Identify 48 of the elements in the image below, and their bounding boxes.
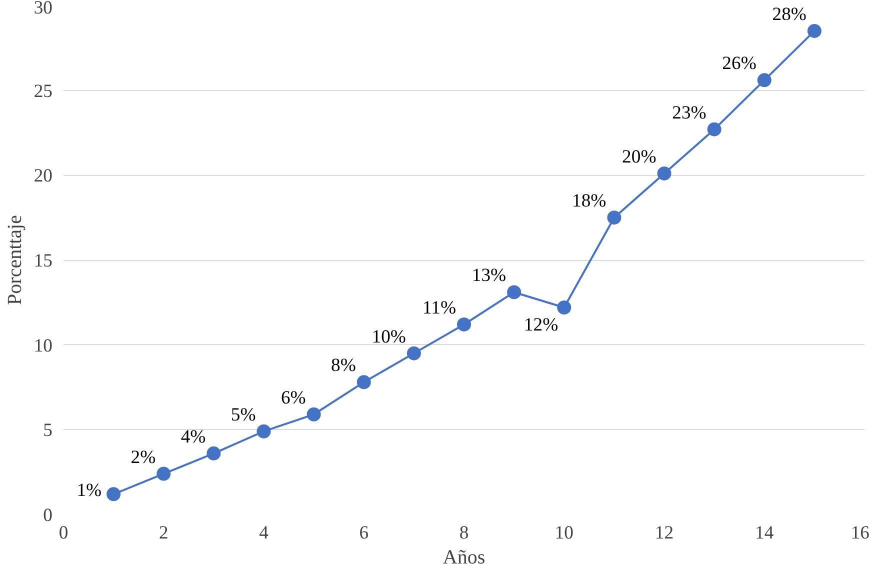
y-tick-label: 25 <box>34 80 52 102</box>
point <box>557 300 572 314</box>
x-tick-label: 10 <box>554 522 574 544</box>
point <box>406 346 421 360</box>
x-tick-label: 0 <box>58 522 68 544</box>
data-label: 2% <box>130 446 156 468</box>
data-label: 12% <box>524 314 558 336</box>
data-label: 18% <box>572 190 606 212</box>
point <box>507 285 522 300</box>
point <box>707 122 722 136</box>
data-label: 10% <box>372 326 406 348</box>
data-label: 5% <box>230 404 256 426</box>
point <box>156 466 171 481</box>
y-tick-label: 10 <box>34 335 52 356</box>
x-tick-label: 12 <box>654 522 674 544</box>
point <box>657 166 672 180</box>
point <box>757 73 772 88</box>
y-tick-label: 5 <box>43 420 52 442</box>
y-tick-label: 30 <box>34 0 52 18</box>
point <box>457 317 471 332</box>
data-label: 1% <box>76 480 102 502</box>
data-label: 8% <box>331 355 356 376</box>
y-tick-label: 20 <box>34 166 52 187</box>
point <box>306 407 321 422</box>
point <box>206 446 221 460</box>
point <box>256 424 271 438</box>
x-tick-label: 14 <box>755 522 774 544</box>
point <box>607 210 622 225</box>
data-label: 4% <box>180 426 206 448</box>
data-label: 23% <box>672 102 706 124</box>
x-axis-title: Años <box>442 546 486 568</box>
x-tick-label: 6 <box>359 522 369 544</box>
x-tick-label: 16 <box>850 522 869 544</box>
x-tick-label: 8 <box>459 522 469 544</box>
point <box>106 487 121 502</box>
y-tick-label: 0 <box>43 505 52 526</box>
data-label: 26% <box>722 53 756 74</box>
data-label: 6% <box>280 387 306 408</box>
point <box>807 24 822 38</box>
data-label: 28% <box>772 4 806 25</box>
x-tick-label: 2 <box>158 522 168 544</box>
point <box>356 375 371 390</box>
data-label: 13% <box>472 265 506 286</box>
y-tick-label: 15 <box>34 250 52 272</box>
data-label: 20% <box>622 146 656 168</box>
x-tick-label: 4 <box>259 522 270 544</box>
y-axis-title: Porcenttaje <box>4 214 26 305</box>
data-label: 11% <box>422 297 456 318</box>
